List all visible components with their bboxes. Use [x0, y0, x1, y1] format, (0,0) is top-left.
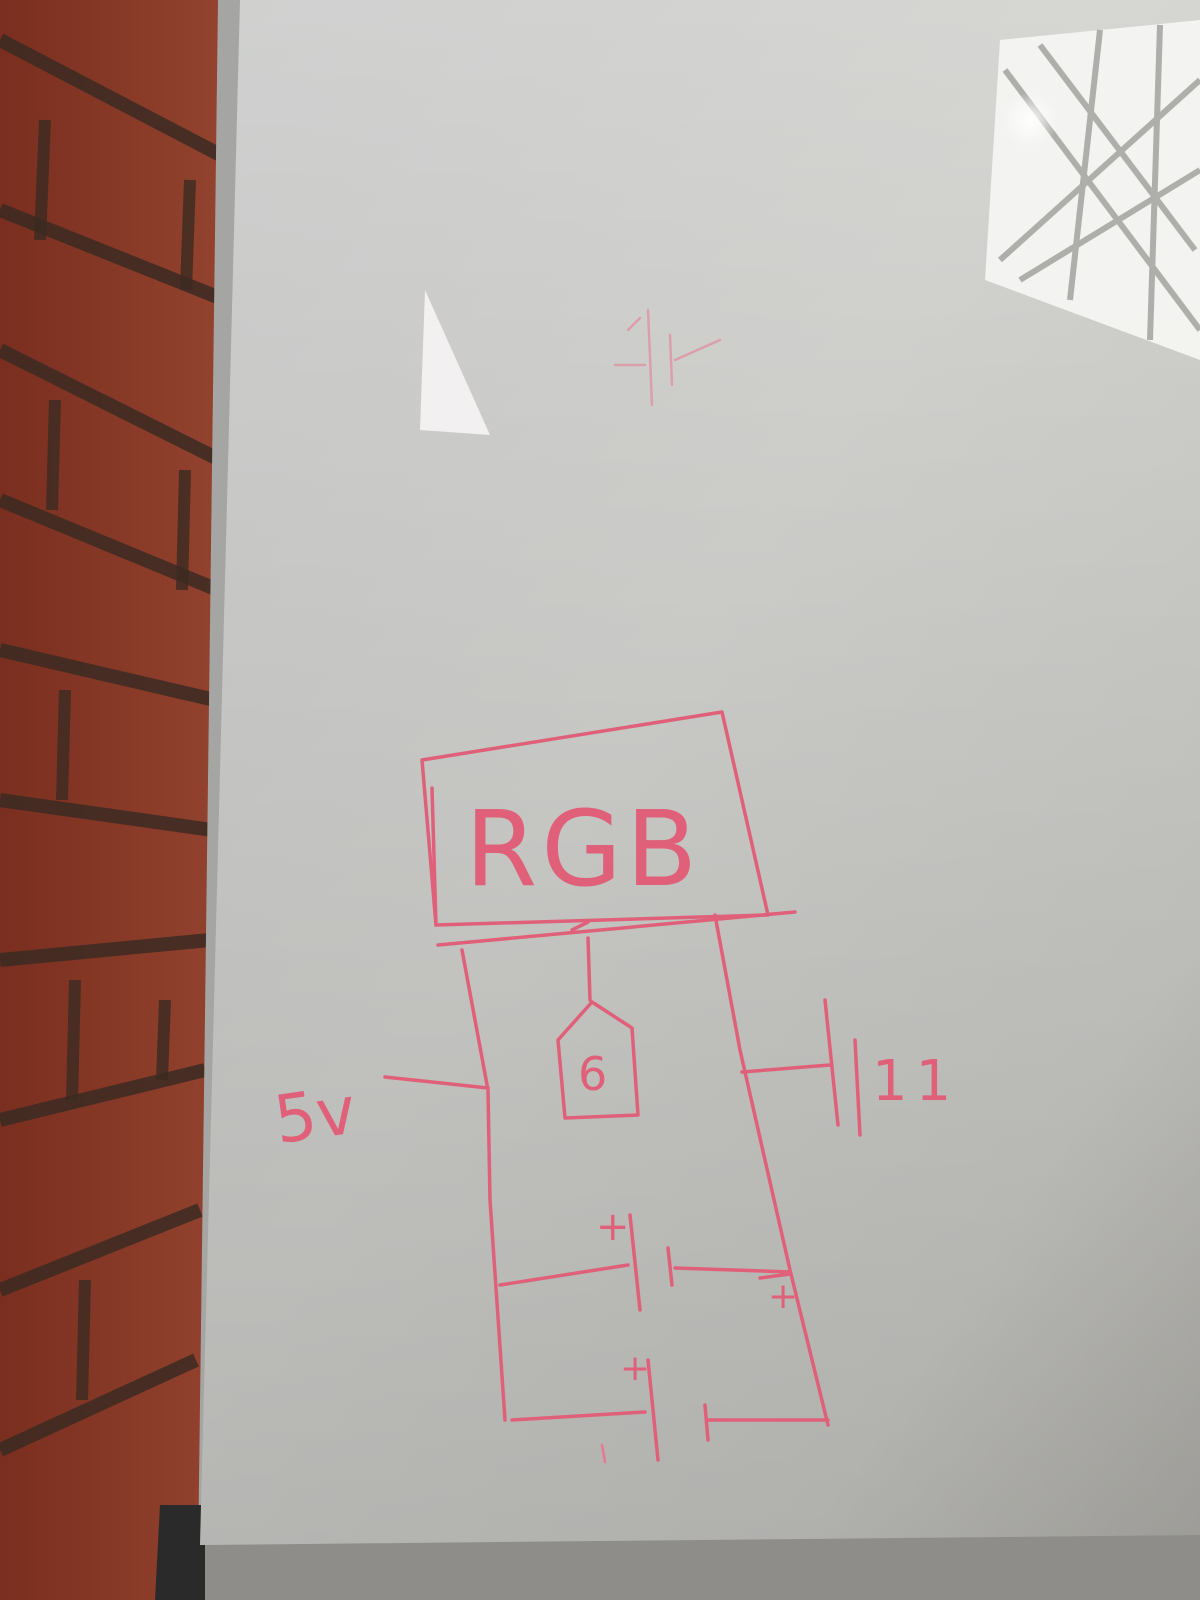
- brick-wall: [0, 0, 235, 1600]
- cap-upper-tick: [758, 1272, 792, 1280]
- plus-three: +: [768, 1276, 798, 1317]
- plus-two: +: [620, 1348, 650, 1389]
- faded-capacitor-sketch: [613, 308, 722, 407]
- cap-right-plate-2: [853, 1038, 862, 1137]
- cap-upper-plate-1: [628, 1213, 642, 1312]
- cap-lower-left-wire: [510, 1410, 647, 1422]
- cap-lower-plate-2: [703, 1403, 710, 1442]
- window-reflection: [985, 20, 1200, 360]
- rgb-center-dot: [570, 920, 590, 932]
- plus-one: +: [596, 1204, 630, 1250]
- cap-right-wire: [740, 1063, 832, 1074]
- pin-six-shape: [556, 1000, 640, 1120]
- vin-wire: [383, 1075, 490, 1090]
- glare-triangle: [420, 290, 490, 435]
- left-rail-wire: [460, 948, 507, 1422]
- stray-mark: [600, 1443, 607, 1464]
- center-stem: [586, 936, 592, 1002]
- cap-upper-plate-2: [666, 1246, 674, 1287]
- cap-right-plate-1: [823, 998, 840, 1127]
- cap-upper-right-wire: [673, 1266, 792, 1274]
- rgb-bottom-rail: [436, 910, 797, 947]
- voltage-label: 5v: [270, 1072, 361, 1160]
- pin-eleven-label: 11: [872, 1049, 959, 1114]
- pin-six-label: 6: [578, 1047, 607, 1101]
- cap-lower-plate-1: [646, 1358, 660, 1462]
- right-rail-wire: [713, 913, 830, 1427]
- rgb-label: RGB: [465, 788, 701, 910]
- board-corner: [155, 1505, 205, 1600]
- cap-upper-left-wire: [498, 1263, 630, 1287]
